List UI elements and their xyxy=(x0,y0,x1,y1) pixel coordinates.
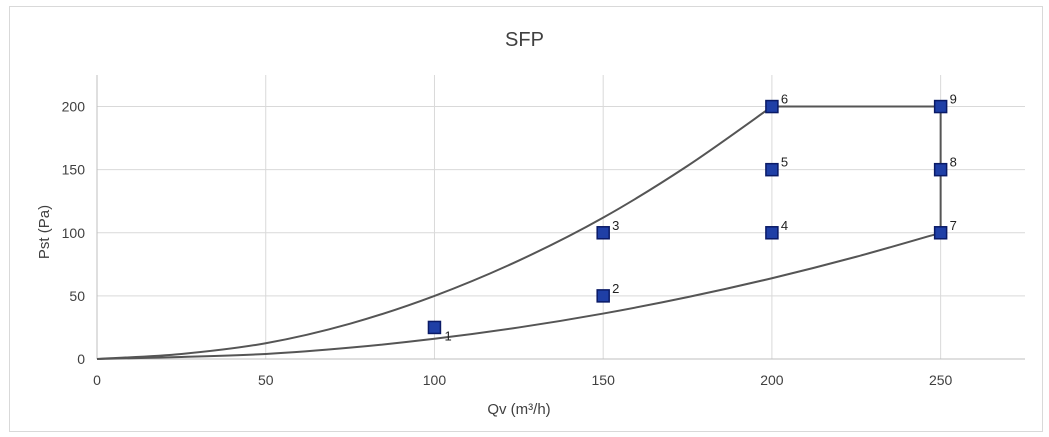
chart-frame xyxy=(9,6,1043,432)
x-tick-label: 100 xyxy=(423,372,447,388)
x-axis-label: Qv (m³/h) xyxy=(487,401,550,418)
data-label-4: 4 xyxy=(781,218,788,233)
data-label-1: 1 xyxy=(444,328,451,343)
y-tick-label: 0 xyxy=(77,351,85,367)
data-label-8: 8 xyxy=(950,155,957,170)
series-line-2 xyxy=(96,231,941,360)
data-point-9 xyxy=(933,99,948,114)
data-point-1 xyxy=(427,320,442,335)
data-point-3 xyxy=(596,226,610,240)
data-point-6 xyxy=(765,99,779,114)
y-tick-label: 200 xyxy=(62,99,86,115)
data-point-7 xyxy=(933,226,948,240)
y-tick-label: 50 xyxy=(69,288,85,304)
data-label-3: 3 xyxy=(612,218,619,233)
x-tick-label: 50 xyxy=(258,372,274,388)
data-label-7: 7 xyxy=(950,218,957,233)
x-tick-label: 150 xyxy=(592,372,616,388)
data-label-9: 9 xyxy=(950,92,957,107)
series-line-1 xyxy=(96,105,773,360)
data-point-2 xyxy=(596,289,610,303)
y-tick-label: 100 xyxy=(62,225,86,241)
data-label-2: 2 xyxy=(612,281,619,296)
data-label-5: 5 xyxy=(781,155,788,170)
data-point-4 xyxy=(765,226,779,240)
y-axis-label: Pst (Pa) xyxy=(36,205,53,259)
y-tick-label: 150 xyxy=(62,162,86,178)
x-tick-label: 250 xyxy=(929,372,953,388)
data-label-6: 6 xyxy=(781,92,788,107)
data-point-8 xyxy=(933,162,948,177)
data-point-5 xyxy=(765,162,779,177)
x-tick-label: 200 xyxy=(760,372,784,388)
x-tick-label: 0 xyxy=(93,372,101,388)
chart-title: SFP xyxy=(505,29,544,51)
